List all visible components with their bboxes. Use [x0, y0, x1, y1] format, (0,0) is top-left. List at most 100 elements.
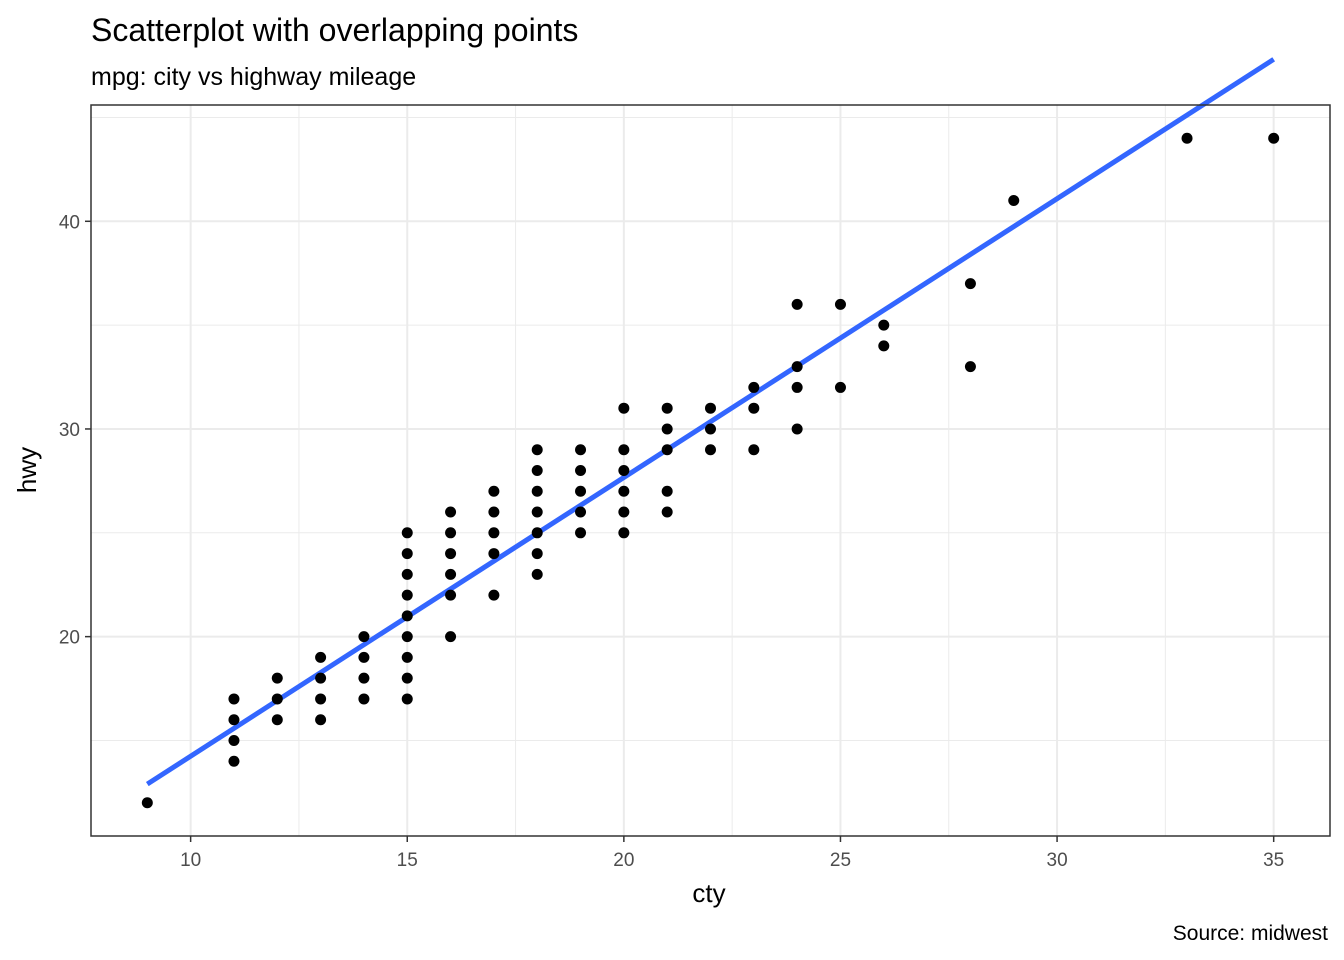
data-point	[445, 631, 457, 643]
data-point	[401, 527, 413, 539]
y-tick-label: 20	[59, 628, 80, 649]
x-tick-label: 35	[1263, 850, 1284, 871]
data-point	[358, 651, 370, 663]
chart-subtitle: mpg: city vs highway mileage	[91, 63, 416, 91]
data-point	[401, 693, 413, 705]
x-tick-label: 10	[180, 850, 201, 871]
data-point	[705, 423, 716, 435]
data-point	[748, 402, 760, 414]
data-point	[661, 444, 673, 456]
data-point	[834, 298, 846, 310]
data-point	[271, 714, 283, 726]
data-point	[531, 444, 543, 456]
data-point	[401, 651, 413, 663]
data-point	[964, 278, 976, 290]
x-tick-label: 15	[397, 850, 418, 871]
data-point	[575, 527, 587, 539]
data-point	[488, 527, 500, 539]
data-point	[488, 506, 500, 518]
data-point	[531, 548, 543, 560]
data-point	[575, 485, 587, 497]
data-point	[618, 444, 630, 456]
data-point	[834, 381, 846, 393]
data-point	[358, 693, 370, 705]
data-point	[488, 548, 500, 560]
data-point	[315, 651, 327, 663]
data-point	[315, 672, 327, 684]
data-point	[445, 548, 457, 560]
data-point	[228, 734, 240, 746]
data-point	[315, 693, 327, 705]
y-tick-label: 30	[59, 420, 80, 441]
data-point	[1181, 132, 1193, 144]
data-point	[618, 506, 630, 518]
data-point	[791, 361, 803, 373]
data-point	[618, 527, 630, 539]
data-point	[315, 714, 327, 726]
data-point	[445, 506, 457, 518]
data-point	[575, 465, 587, 476]
data-point	[618, 402, 630, 414]
data-point	[1268, 132, 1280, 144]
data-point	[661, 506, 673, 518]
data-point	[575, 506, 587, 518]
data-point	[661, 485, 673, 497]
data-point	[228, 755, 240, 767]
grid-layer	[91, 105, 1330, 836]
x-axis-label: cty	[692, 878, 725, 908]
data-point	[661, 423, 673, 435]
data-point	[531, 506, 543, 518]
y-axis-label: hwy	[12, 447, 42, 493]
data-point	[1008, 195, 1020, 207]
data-point	[748, 381, 760, 393]
fit-line	[145, 57, 1276, 787]
data-point	[531, 568, 543, 580]
data-point	[964, 361, 976, 373]
data-point	[445, 527, 457, 539]
data-point	[705, 402, 716, 414]
data-point	[661, 402, 673, 414]
data-point	[531, 527, 543, 539]
data-point	[228, 693, 240, 705]
data-point	[401, 568, 413, 580]
x-tick-label: 30	[1047, 850, 1068, 871]
data-point	[748, 444, 760, 456]
chart-caption: Source: midwest	[1173, 922, 1328, 945]
data-point	[271, 693, 283, 705]
data-point	[141, 797, 153, 809]
data-point	[401, 548, 413, 560]
data-point	[401, 631, 413, 643]
data-point	[488, 485, 500, 497]
data-point	[878, 319, 890, 331]
data-point	[791, 381, 803, 393]
data-point	[271, 672, 283, 684]
data-point	[445, 589, 457, 601]
data-point	[575, 444, 587, 456]
x-tick-label: 20	[613, 850, 634, 871]
data-point	[531, 485, 543, 497]
data-point	[705, 444, 716, 456]
y-tick-label: 40	[59, 212, 80, 233]
data-point	[228, 714, 240, 726]
data-point	[401, 672, 413, 684]
data-point	[358, 672, 370, 684]
points-layer	[141, 132, 1280, 809]
fit-line-layer	[145, 57, 1276, 787]
data-point	[401, 589, 413, 601]
data-point	[445, 568, 457, 580]
data-point	[618, 465, 630, 476]
data-point	[618, 485, 630, 497]
axes-layer: 10 15 20 25 30 35 20 30 40	[59, 104, 1331, 871]
data-point	[401, 610, 413, 622]
chart-title: Scatterplot with overlapping points	[91, 12, 578, 48]
data-point	[488, 589, 500, 601]
data-point	[791, 298, 803, 310]
panel-border	[90, 104, 1331, 837]
data-point	[531, 465, 543, 476]
x-tick-label: 25	[830, 850, 851, 871]
data-point	[791, 423, 803, 435]
data-point	[878, 340, 890, 352]
data-point	[358, 631, 370, 643]
